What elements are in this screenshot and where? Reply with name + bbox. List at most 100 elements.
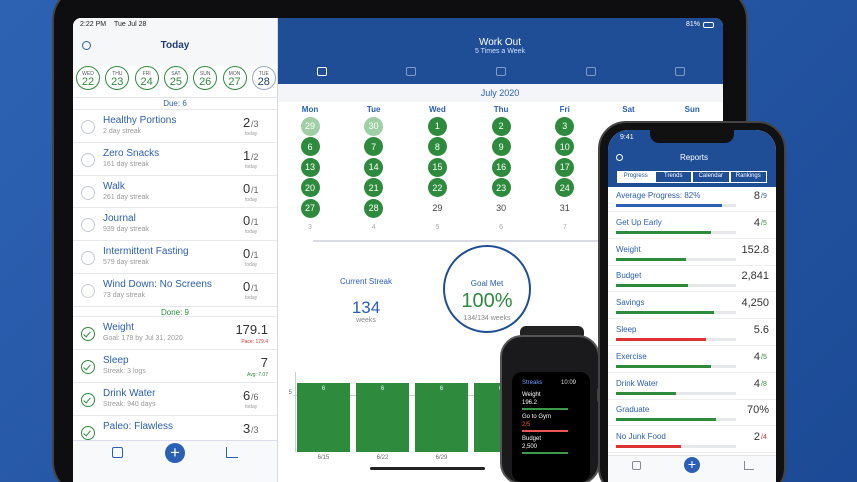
phone-add-button[interactable]: + — [684, 457, 700, 473]
check-circle[interactable] — [81, 251, 95, 266]
streak-unit: weeks — [356, 317, 376, 324]
day-dot[interactable] — [427, 137, 447, 156]
segment[interactable] — [617, 171, 655, 183]
day-ring[interactable] — [251, 66, 276, 90]
phone-settings[interactable] — [616, 154, 623, 161]
check-circle[interactable] — [81, 360, 95, 374]
check-circle[interactable] — [81, 284, 95, 298]
habit-subtitle: 5 Times a Week — [474, 48, 526, 55]
habit-name: Healthy Portions — [103, 115, 177, 126]
habit-name: Wind Down: No Screens — [103, 279, 212, 290]
habit-name: Zero Snacks — [103, 147, 160, 159]
day-dot[interactable] — [364, 198, 384, 218]
bar-value-label: 6 — [321, 386, 326, 393]
day-dot[interactable] — [491, 178, 511, 197]
day-dot[interactable] — [300, 137, 320, 156]
day-dot[interactable] — [364, 178, 384, 197]
page-indicator — [313, 240, 691, 242]
day-ring[interactable] — [193, 66, 218, 90]
day-dot[interactable] — [300, 178, 320, 197]
header-tab-icon[interactable] — [317, 67, 327, 76]
habit-period: today — [245, 196, 258, 203]
sidebar-header — [73, 18, 278, 66]
row-separator — [608, 371, 776, 373]
header-tab-icon[interactable] — [586, 67, 596, 76]
day-dot[interactable] — [364, 157, 384, 177]
day-ring[interactable] — [76, 66, 100, 90]
check-circle[interactable] — [81, 393, 95, 407]
segment[interactable] — [654, 171, 692, 183]
habit-count: 0 — [243, 180, 251, 196]
day-dot[interactable] — [364, 116, 384, 136]
habit-detail: 579 day streak — [103, 259, 149, 267]
toolbar-chart-button[interactable] — [226, 447, 238, 458]
add-button[interactable]: + — [165, 443, 185, 463]
check-circle[interactable] — [81, 426, 95, 440]
header-tab-icon[interactable] — [675, 67, 685, 76]
report-bar — [616, 391, 676, 395]
report-bar — [616, 257, 686, 261]
x-tick-label: 6/22 — [376, 455, 389, 461]
status-date: Tue Jul 28 — [114, 21, 147, 28]
day-dot[interactable] — [427, 157, 447, 177]
report-name: No Junk Food — [616, 432, 666, 442]
header-tab-icon[interactable] — [406, 67, 416, 76]
home-indicator — [370, 467, 485, 470]
day-dot[interactable] — [300, 157, 320, 177]
check-circle[interactable] — [81, 327, 95, 341]
day-dot[interactable] — [427, 178, 447, 197]
habit-note: Avg: 7.07 — [246, 372, 268, 378]
habit-name: Intermittent Fasting — [103, 246, 189, 258]
day-number: 24 — [559, 182, 570, 193]
header-tab-icon[interactable] — [496, 67, 506, 76]
weekday-label: Tue — [366, 105, 381, 114]
habit-of: /1 — [251, 283, 259, 293]
day-dot[interactable] — [555, 178, 575, 197]
habit-count: 3 — [243, 421, 251, 436]
day-ring[interactable] — [134, 66, 159, 90]
segment[interactable] — [729, 171, 767, 183]
day-ring[interactable] — [105, 66, 130, 90]
toolbar-list-button[interactable] — [112, 447, 123, 458]
day-dot[interactable] — [364, 137, 384, 156]
day-number: 5 — [435, 223, 440, 231]
phone-list-button[interactable] — [632, 461, 641, 470]
day-dot[interactable] — [555, 116, 575, 136]
due-label: Due: 6 — [163, 99, 187, 108]
habit-period: today — [245, 229, 258, 236]
report-value: 4 — [753, 216, 760, 229]
day-dot[interactable] — [427, 116, 447, 136]
day-dot[interactable] — [555, 157, 575, 177]
report-name: Get Up Early — [616, 217, 662, 227]
watch-screen — [512, 372, 590, 482]
settings-button[interactable] — [82, 41, 91, 50]
habit-detail: Streak: 940 days — [103, 401, 156, 408]
habit-period: today — [245, 404, 258, 410]
habit-of: /3 — [251, 119, 259, 129]
day-dot[interactable] — [300, 198, 320, 218]
segment[interactable] — [692, 171, 730, 183]
check-circle[interactable] — [81, 218, 95, 233]
habit-count: 6 — [243, 388, 251, 403]
habit-period: today — [245, 295, 258, 301]
check-circle[interactable] — [81, 185, 95, 200]
check-circle[interactable] — [81, 152, 95, 167]
habit-period: today — [245, 262, 258, 269]
day-number: 8 — [434, 141, 440, 152]
day-ring[interactable] — [222, 66, 247, 90]
report-bar — [616, 311, 714, 315]
day-dot[interactable] — [300, 116, 320, 136]
habit-detail: Goal: 178 by Jul 31, 2020 — [103, 335, 183, 342]
phone-chart-button[interactable] — [744, 461, 754, 470]
day-dot[interactable] — [491, 116, 511, 136]
day-dot[interactable] — [491, 137, 511, 156]
day-dot[interactable] — [491, 157, 511, 177]
report-name: Exercise — [616, 351, 647, 361]
report-bar — [616, 284, 688, 288]
row-separator — [608, 291, 776, 293]
day-number: 26 — [199, 76, 212, 88]
check-circle[interactable] — [81, 120, 95, 134]
day-dot[interactable] — [555, 137, 575, 156]
day-ring[interactable] — [163, 66, 188, 90]
